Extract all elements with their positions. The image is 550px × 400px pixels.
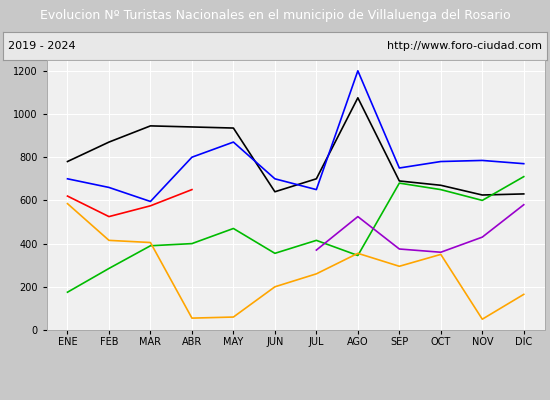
Text: http://www.foro-ciudad.com: http://www.foro-ciudad.com <box>387 41 542 51</box>
Text: 2019 - 2024: 2019 - 2024 <box>8 41 76 51</box>
Text: Evolucion Nº Turistas Nacionales en el municipio de Villaluenga del Rosario: Evolucion Nº Turistas Nacionales en el m… <box>40 10 510 22</box>
